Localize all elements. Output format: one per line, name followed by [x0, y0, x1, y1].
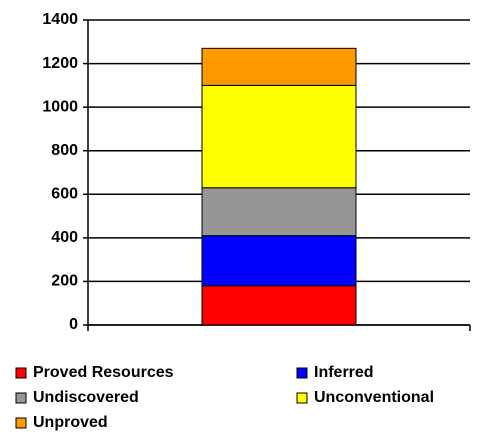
legend-label: Proved Resources — [33, 364, 174, 381]
y-tick-label: 800 — [51, 142, 78, 159]
bar-segment — [201, 84, 357, 189]
bar-segment — [201, 187, 357, 237]
legend-swatch — [15, 367, 27, 379]
legend-label: Unconventional — [314, 389, 434, 406]
y-tick-label: 200 — [51, 273, 78, 290]
legend-label: Undiscovered — [33, 389, 139, 406]
y-tick-label: 1400 — [42, 11, 78, 28]
legend-label: Inferred — [314, 364, 374, 381]
bar-segment — [201, 235, 357, 287]
y-tick-label: 0 — [69, 316, 78, 333]
legend-swatch — [15, 417, 27, 429]
y-tick-label: 1200 — [42, 55, 78, 72]
legend-label: Unproved — [33, 414, 108, 431]
bar-segment — [201, 285, 357, 326]
y-tick-label: 400 — [51, 229, 78, 246]
legend-swatch — [296, 392, 308, 404]
y-tick-label: 600 — [51, 186, 78, 203]
legend-swatch — [296, 367, 308, 379]
y-tick-label: 1000 — [42, 98, 78, 115]
bar-segment — [201, 47, 357, 86]
legend-swatch — [15, 392, 27, 404]
